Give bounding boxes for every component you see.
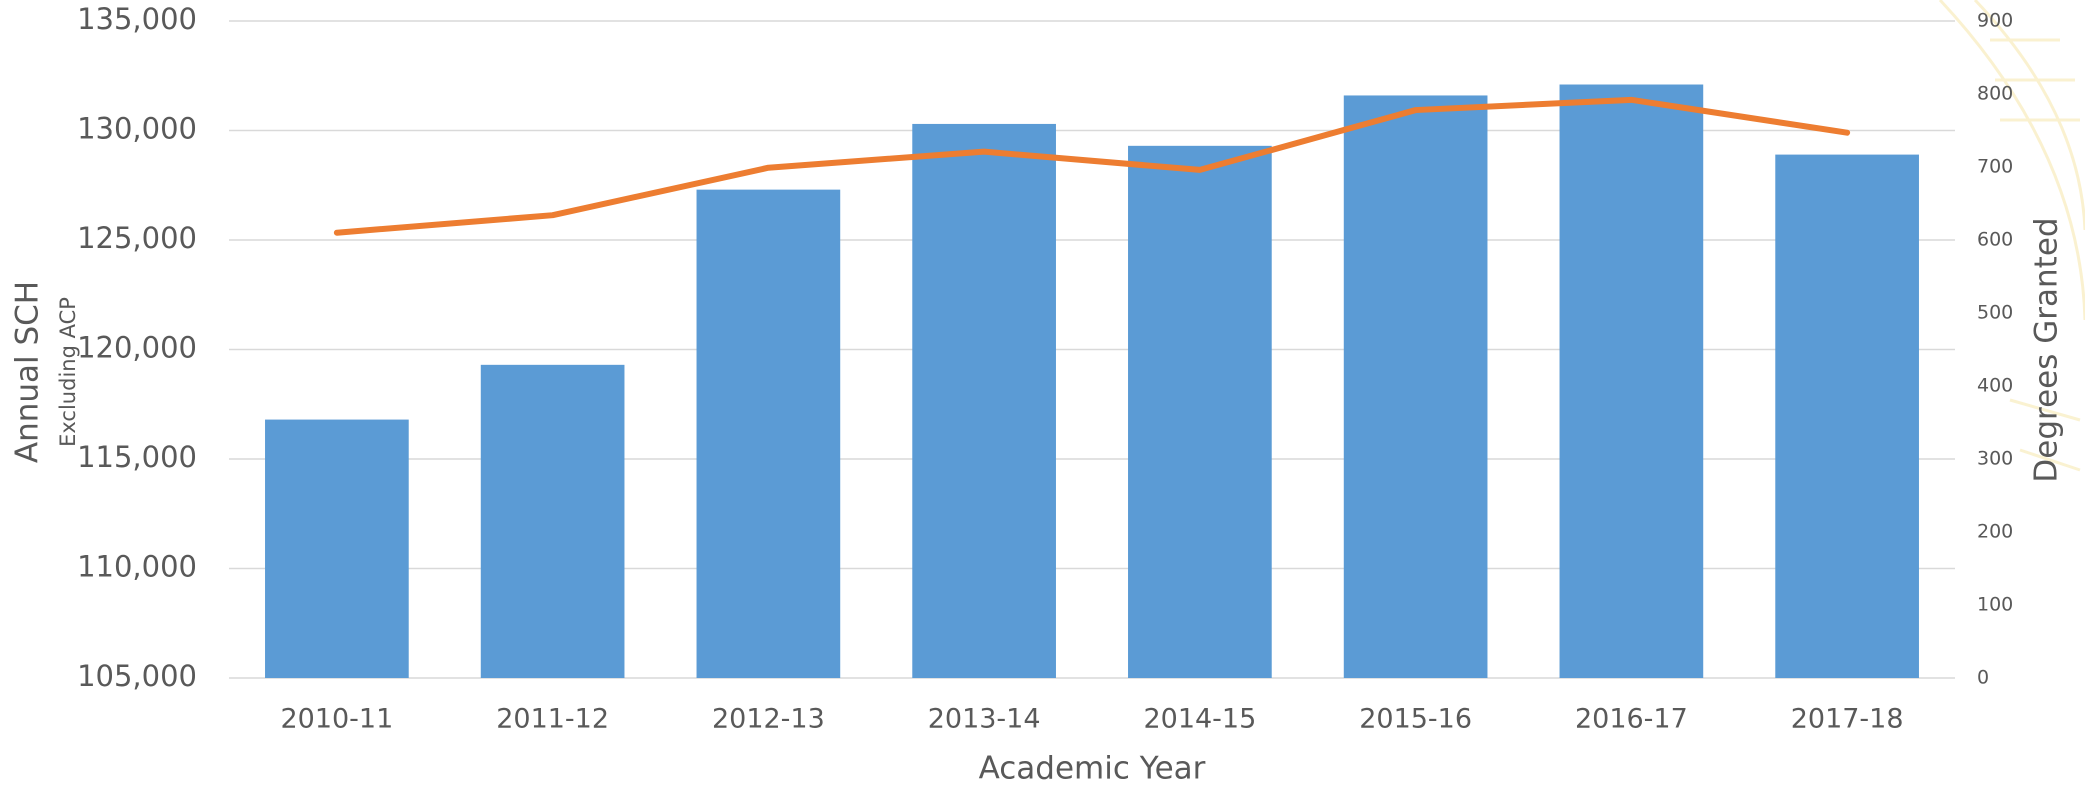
y-tick-label: 110,000	[77, 550, 197, 584]
y2-tick-label: 400	[1977, 375, 2013, 397]
bar	[1343, 95, 1488, 678]
line	[333, 96, 1851, 236]
y-axis-subtitle: Excluding ACP	[56, 297, 80, 447]
x-tick-label: 2015-16	[1359, 704, 1472, 735]
y-tick-label: 125,000	[77, 221, 197, 255]
y-tick-label: 105,000	[77, 659, 197, 693]
background-decoration	[1938, 0, 2085, 472]
x-tick-label: 2016-17	[1575, 704, 1688, 735]
bar	[1128, 145, 1272, 678]
bar	[912, 123, 1056, 679]
y-axis-title: Annual SCH	[10, 281, 46, 463]
y2-tick-label: 600	[1977, 229, 2013, 251]
y2-tick-label: 900	[1977, 10, 2013, 32]
y2-tick-label: 800	[1977, 83, 2013, 105]
y2-axis-title: Degrees Granted	[2029, 217, 2065, 482]
y2-tick-label: 700	[1977, 156, 2013, 178]
y-tick-label: 115,000	[77, 440, 197, 474]
bar	[265, 419, 409, 678]
y-tick-label: 135,000	[77, 2, 197, 36]
x-tick-label: 2012-13	[712, 704, 825, 735]
bar	[480, 364, 625, 678]
x-tick-label: 2010-11	[280, 704, 393, 735]
x-tick-label: 2014-15	[1143, 704, 1256, 735]
y2-tick-label: 300	[1977, 448, 2013, 470]
y-tick-label: 130,000	[77, 112, 197, 146]
bar	[1559, 84, 1704, 678]
y2-tick-label: 0	[1977, 667, 1989, 689]
y2-tick-label: 100	[1977, 594, 2013, 616]
bar	[1775, 154, 1919, 679]
y2-tick-label: 500	[1977, 302, 2013, 324]
x-tick-label: 2017-18	[1791, 704, 1904, 735]
x-tick-label: 2011-12	[496, 704, 609, 735]
y-tick-label: 120,000	[77, 331, 197, 365]
x-tick-label: 2013-14	[928, 704, 1041, 735]
x-axis-title: Academic Year	[979, 751, 1206, 787]
bar	[696, 189, 841, 678]
y2-tick-label: 200	[1977, 521, 2013, 543]
